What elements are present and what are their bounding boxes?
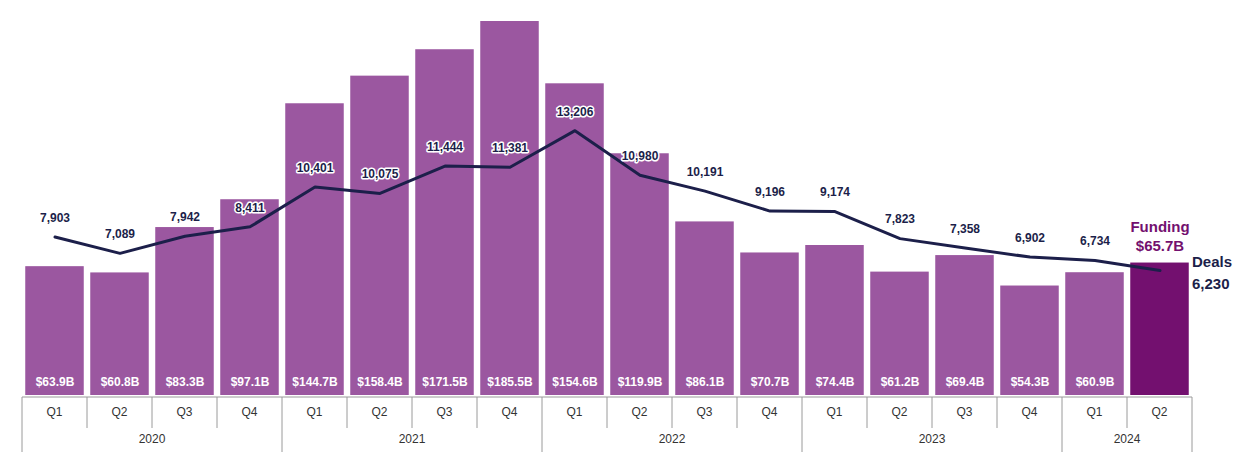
svg-text:Q2: Q2 xyxy=(111,405,127,419)
svg-text:$185.5B: $185.5B xyxy=(487,375,533,389)
svg-text:10,191: 10,191 xyxy=(687,165,724,179)
svg-text:$69.4B: $69.4B xyxy=(946,375,985,389)
svg-text:$70.7B: $70.7B xyxy=(751,375,790,389)
svg-text:Q3: Q3 xyxy=(176,405,192,419)
svg-text:Q4: Q4 xyxy=(761,405,777,419)
svg-text:Q1: Q1 xyxy=(46,405,62,419)
svg-text:$154.6B: $154.6B xyxy=(552,375,598,389)
svg-text:2024: 2024 xyxy=(1114,432,1141,446)
svg-text:Q4: Q4 xyxy=(1021,405,1037,419)
svg-text:Q1: Q1 xyxy=(306,405,322,419)
svg-text:$83.3B: $83.3B xyxy=(166,375,205,389)
svg-text:$60.9B: $60.9B xyxy=(1076,375,1115,389)
svg-text:Q3: Q3 xyxy=(436,405,452,419)
svg-text:$86.1B: $86.1B xyxy=(686,375,725,389)
svg-text:11,444: 11,444 xyxy=(427,140,463,154)
svg-text:9,196: 9,196 xyxy=(755,185,785,199)
svg-text:$97.1B: $97.1B xyxy=(231,375,270,389)
svg-text:Q3: Q3 xyxy=(956,405,972,419)
svg-text:11,381: 11,381 xyxy=(492,141,528,155)
svg-text:Q2: Q2 xyxy=(631,405,647,419)
svg-text:$63.9B: $63.9B xyxy=(36,375,75,389)
svg-text:7,942: 7,942 xyxy=(170,210,200,224)
svg-text:13,206: 13,206 xyxy=(557,105,594,119)
svg-text:6,230: 6,230 xyxy=(1192,275,1230,292)
svg-text:6,902: 6,902 xyxy=(1015,231,1045,245)
svg-text:$119.9B: $119.9B xyxy=(618,375,663,389)
svg-text:$158.4B: $158.4B xyxy=(357,375,403,389)
svg-text:$60.8B: $60.8B xyxy=(101,375,140,389)
svg-text:7,089: 7,089 xyxy=(105,227,135,241)
svg-text:Q2: Q2 xyxy=(371,405,387,419)
svg-text:2021: 2021 xyxy=(399,432,426,446)
svg-text:10,980: 10,980 xyxy=(622,149,659,163)
svg-text:$65.7B: $65.7B xyxy=(1136,237,1185,254)
svg-text:$54.3B: $54.3B xyxy=(1011,375,1050,389)
svg-text:2020: 2020 xyxy=(139,432,166,446)
svg-text:8,411: 8,411 xyxy=(235,201,265,215)
svg-text:7,903: 7,903 xyxy=(40,211,70,225)
svg-text:Q2: Q2 xyxy=(1151,405,1167,419)
svg-text:2023: 2023 xyxy=(919,432,946,446)
svg-text:7,823: 7,823 xyxy=(885,212,915,226)
svg-text:10,075: 10,075 xyxy=(362,167,399,181)
svg-text:Q1: Q1 xyxy=(566,405,582,419)
svg-text:Q2: Q2 xyxy=(891,405,907,419)
svg-text:Funding: Funding xyxy=(1130,218,1189,235)
svg-text:$171.5B: $171.5B xyxy=(422,375,468,389)
svg-text:$61.2B: $61.2B xyxy=(881,375,920,389)
svg-text:Q1: Q1 xyxy=(826,405,842,419)
svg-text:$74.4B: $74.4B xyxy=(816,375,855,389)
svg-text:7,358: 7,358 xyxy=(950,222,980,236)
svg-text:2022: 2022 xyxy=(659,432,686,446)
svg-text:$144.7B: $144.7B xyxy=(292,375,338,389)
svg-text:Q4: Q4 xyxy=(501,405,517,419)
svg-text:10,401: 10,401 xyxy=(297,161,334,175)
svg-text:6,734: 6,734 xyxy=(1080,234,1110,248)
svg-text:Q4: Q4 xyxy=(241,405,257,419)
svg-text:9,174: 9,174 xyxy=(820,185,850,199)
svg-text:Q1: Q1 xyxy=(1086,405,1102,419)
svg-text:Q3: Q3 xyxy=(696,405,712,419)
svg-text:Deals: Deals xyxy=(1192,253,1232,270)
